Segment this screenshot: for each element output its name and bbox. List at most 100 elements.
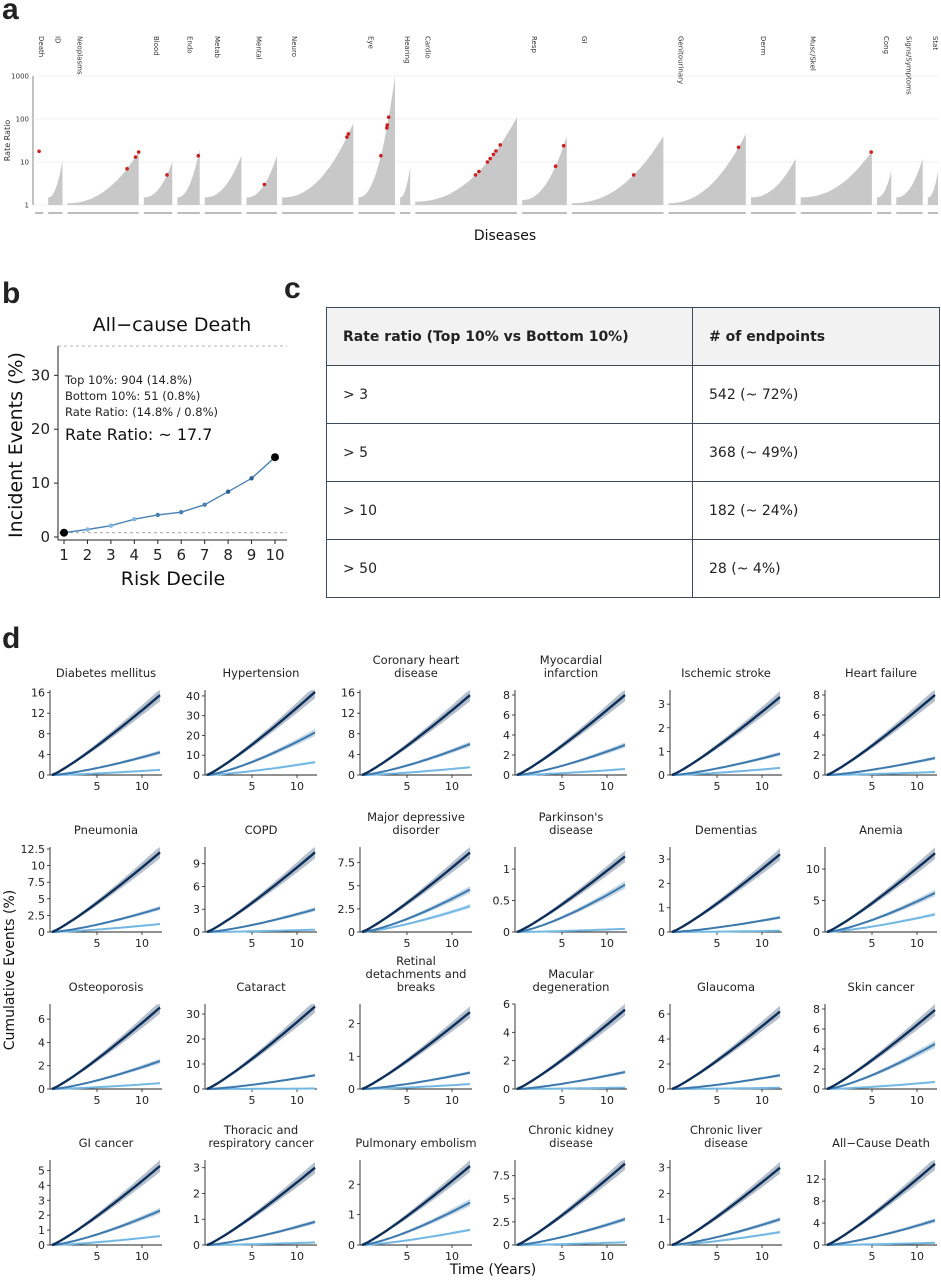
- x-tick-label: 10: [600, 937, 614, 950]
- y-tick-label: 0: [348, 1083, 355, 1096]
- y-tick-label: 0: [503, 769, 510, 782]
- rate-ratio-bar: [800, 151, 872, 205]
- cumulative-line: [516, 744, 626, 776]
- cumulative-line: [361, 851, 471, 934]
- y-tick-label: 30: [186, 710, 200, 723]
- y-tick-label: 0: [348, 926, 355, 939]
- x-tick-label: 6: [176, 546, 186, 564]
- confidence-band: [827, 1004, 935, 1089]
- subplot-title: Chronic liver: [690, 1123, 763, 1137]
- subplot-title: breaks: [397, 980, 436, 994]
- y-tick-label: 10: [31, 860, 45, 873]
- y-tick-label: 6: [658, 1008, 665, 1021]
- subplot-title: All−Cause Death: [832, 1136, 930, 1150]
- cumulative-line: [51, 1165, 161, 1247]
- rate-ratio-bar: [415, 117, 517, 205]
- category-label: Neoplasms: [76, 36, 84, 75]
- confidence-band: [672, 1005, 780, 1089]
- y-tick-label: 2.5: [28, 909, 46, 922]
- y-tick-label: 2: [658, 1187, 665, 1200]
- x-tick-label: 7: [200, 546, 210, 564]
- subplot-title: disease: [549, 823, 593, 837]
- subplot: Cataract 0 10 20 30 5 10: [186, 980, 317, 1107]
- y-axis-label: Incident Events (%): [5, 352, 27, 538]
- highlight-point: [385, 123, 390, 127]
- panel-letter-b: b: [2, 277, 21, 310]
- y-tick-label: 12.5: [21, 843, 46, 856]
- subplot-title: GI cancer: [79, 1136, 134, 1150]
- cumulative-line: [206, 1220, 316, 1246]
- panel-letter-a: a: [2, 0, 19, 26]
- y-tick-label: 0: [38, 926, 45, 939]
- x-tick-label: 10: [445, 1250, 459, 1263]
- highlight-point: [125, 166, 129, 171]
- x-tick-label: 3: [106, 546, 116, 564]
- rate-ratio-bar: [400, 166, 411, 205]
- category-label: ID: [53, 36, 61, 43]
- y-tick-label: 3: [658, 1162, 665, 1175]
- subplot: Diabetes mellitus 0 4 8 12 16 5 10: [31, 666, 162, 793]
- highlight-point: [473, 173, 478, 177]
- decile-point: [108, 523, 114, 528]
- decile-point: [202, 502, 207, 507]
- y-tick-label: 2: [348, 1018, 355, 1031]
- x-tick-label: 5: [714, 1250, 721, 1263]
- y-tick-label: 0: [193, 769, 200, 782]
- subplot-title: Hypertension: [223, 666, 300, 680]
- confidence-band: [207, 1161, 315, 1245]
- annotation-text: Rate Ratio: (14.8% / 0.8%): [65, 405, 218, 419]
- x-tick-label: 10: [290, 1094, 304, 1107]
- y-tick-label: 0: [503, 926, 510, 939]
- x-tick-label: 10: [135, 1094, 149, 1107]
- x-tick-label: 10: [910, 1094, 924, 1107]
- y-tick-label: 0: [503, 1083, 510, 1096]
- subplot-title: disease: [704, 1136, 748, 1150]
- cumulative-line: [516, 694, 626, 777]
- table-row: > 3 542 (~ 72%): [326, 365, 940, 424]
- rate-ratio-bar: [282, 123, 354, 205]
- rate-ratio-bar: [668, 133, 746, 205]
- y-tick-label: 1: [348, 1209, 355, 1222]
- cumulative-line: [826, 1009, 936, 1091]
- cumulative-line: [206, 731, 316, 776]
- cumulative-line: [51, 694, 161, 777]
- highlight-point: [736, 145, 741, 150]
- y-tick-label: 0: [813, 1239, 820, 1252]
- y-tick-label: 10: [20, 159, 29, 167]
- rate-ratio-bar: [571, 136, 664, 205]
- x-tick-label: 5: [404, 780, 411, 793]
- highlight-point: [136, 150, 141, 154]
- y-tick-label: 7.5: [493, 1170, 511, 1183]
- y-tick-label: 0: [348, 1239, 355, 1252]
- cumulative-line: [51, 1060, 161, 1090]
- table-cell: > 50: [326, 539, 693, 598]
- cumulative-line: [51, 1209, 161, 1246]
- y-tick-label: 0: [348, 769, 355, 782]
- x-tick-label: 5: [869, 937, 876, 950]
- y-tick-label: 2: [503, 1055, 510, 1068]
- cumulative-line: [672, 1086, 780, 1090]
- table-row: > 50 28 (~ 4%): [326, 539, 940, 598]
- y-tick-label: 2: [658, 722, 665, 735]
- rate-ratio-bar: [896, 158, 923, 205]
- x-tick-label: 5: [714, 780, 721, 793]
- cumulative-line: [361, 766, 471, 776]
- x-tick-label: 10: [910, 937, 924, 950]
- x-axis-label: Diseases: [474, 228, 536, 244]
- subplot-title: Pneumonia: [74, 823, 138, 837]
- y-tick-label: 8: [38, 728, 45, 741]
- cumulative-line: [516, 1218, 626, 1246]
- x-tick-label: 8: [223, 546, 233, 564]
- table-header-cell: # of endpoints: [692, 307, 940, 366]
- y-tick-label: 4: [813, 1217, 820, 1230]
- y-tick-label: 2: [38, 1209, 45, 1222]
- confidence-band: [207, 760, 315, 775]
- highlight-point: [345, 135, 349, 139]
- highlight-point: [165, 173, 169, 177]
- confidence-band: [517, 1216, 625, 1245]
- y-tick-label: 8: [503, 689, 510, 702]
- cumulative-line: [206, 851, 316, 934]
- y-tick-label: 10: [806, 863, 820, 876]
- confidence-band: [207, 1219, 315, 1245]
- y-tick-label: 5: [348, 880, 355, 893]
